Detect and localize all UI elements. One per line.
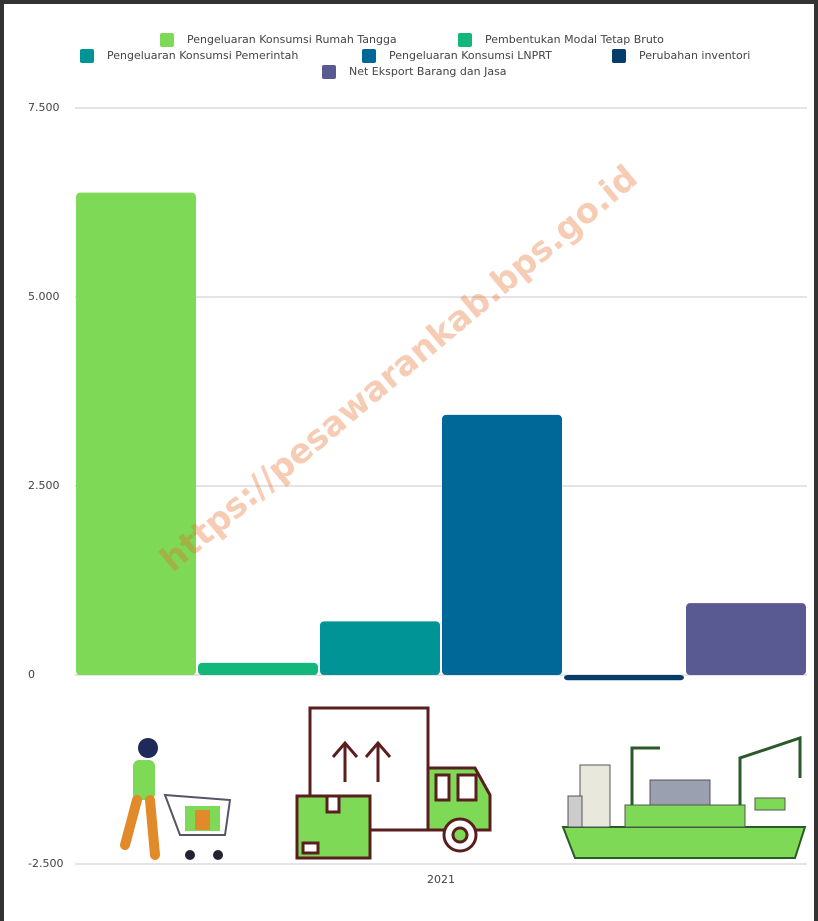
x-tick-label: 2021 <box>427 873 455 886</box>
legend-swatch <box>612 49 626 63</box>
bar <box>76 192 196 675</box>
legend-swatch <box>160 33 174 47</box>
y-tick-label: -2.500 <box>28 857 63 870</box>
bar <box>686 603 806 675</box>
legend-swatch <box>322 65 336 79</box>
legend-swatch <box>80 49 94 63</box>
bar <box>198 662 318 675</box>
legend-swatch <box>362 49 376 63</box>
ship-illustration <box>561 735 807 859</box>
legend-label: Pembentukan Modal Tetap Bruto <box>485 33 664 46</box>
bars <box>76 192 806 681</box>
legend-label: Net Eksport Barang dan Jasa <box>349 65 507 78</box>
legend-label: Pengeluaran Konsumsi Pemerintah <box>107 49 298 62</box>
shopper-illustration <box>120 738 232 860</box>
y-tick-label: 5.000 <box>28 290 60 303</box>
legend-label: Pengeluaran Konsumsi Rumah Tangga <box>187 33 397 46</box>
y-tick-label: 7.500 <box>28 101 60 114</box>
grid: -2.500 0 2.500 5.000 7.500 <box>28 101 807 870</box>
truck-illustration <box>295 706 492 860</box>
legend-label: Perubahan inventori <box>639 49 750 62</box>
bar <box>442 414 562 675</box>
legend-label: Pengeluaran Konsumsi LNPRT <box>389 49 552 62</box>
y-tick-label: 0 <box>28 668 35 681</box>
bar <box>320 621 440 675</box>
bar <box>564 675 684 681</box>
legend-swatch <box>458 33 472 47</box>
y-tick-label: 2.500 <box>28 479 60 492</box>
